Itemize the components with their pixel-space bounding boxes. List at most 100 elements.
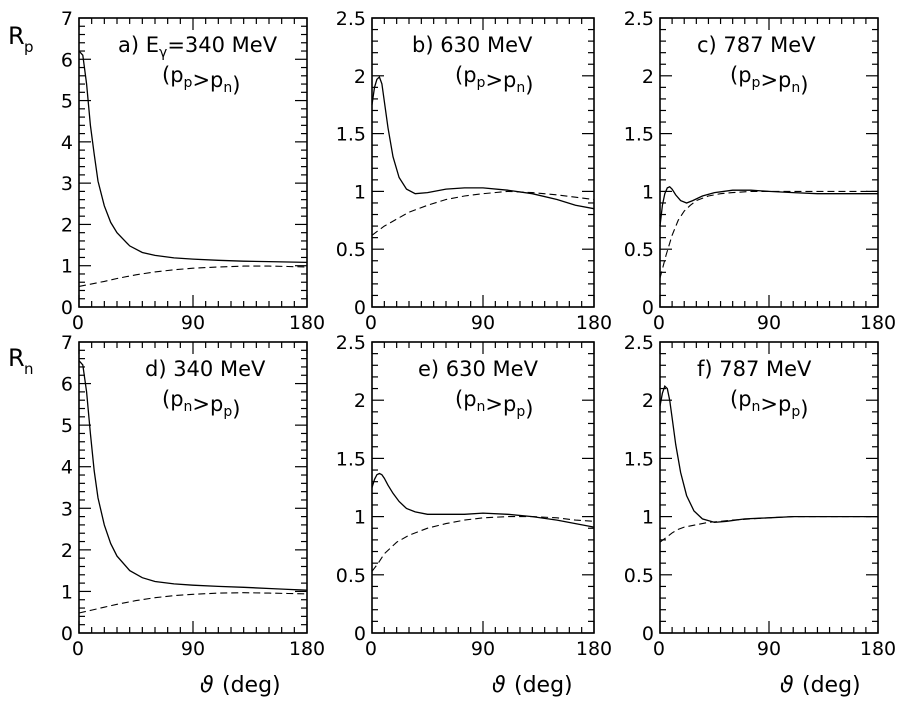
xlabel-symbol: ϑ xyxy=(492,673,506,698)
y-axis-label-rn: R n xyxy=(8,344,34,378)
panel-subtitle: (pn>pp) xyxy=(730,387,808,421)
plot-frame xyxy=(371,17,595,308)
x-tick-label: 0 xyxy=(365,312,377,334)
x-tick-label: 90 xyxy=(471,638,495,660)
x-tick-label: 0 xyxy=(365,638,377,660)
panel-f: 0 0.5 1 1.5 2 2.5 0 90 180 f) 787 MeV (pn>pp) xyxy=(624,332,896,660)
series-dashed-line xyxy=(78,592,308,614)
plot-frame xyxy=(659,17,879,308)
y-tick-label: 0 xyxy=(61,623,73,645)
x-tick-label: 0 xyxy=(653,312,665,334)
x-tick-label: 180 xyxy=(576,312,612,334)
y-tick-label: 2 xyxy=(642,390,654,412)
xlabel-unit: (deg) xyxy=(514,673,573,698)
xlabel-symbol: ϑ xyxy=(200,673,214,698)
series-solid-line xyxy=(78,50,308,264)
plot-frame xyxy=(659,341,879,634)
panel-b: 0 0.5 1 1.5 2 2.5 0 90 180 b) 630 MeV (pp>pn) xyxy=(336,8,612,334)
y-tick-label: 2 xyxy=(642,66,654,88)
y-tick-label: 4 xyxy=(61,132,73,154)
panel-subtitle: (pp>pn) xyxy=(455,63,533,97)
panel-subtitle: (pp>pn) xyxy=(162,63,240,97)
ylabel-bottom-sub: n xyxy=(24,360,34,378)
y-tick-label: 6 xyxy=(61,49,73,71)
x-tick-label: 90 xyxy=(181,312,205,334)
y-tick-label: 4 xyxy=(61,457,73,479)
xlabel-unit: (deg) xyxy=(222,673,281,698)
y-tick-label: 0 xyxy=(642,297,654,319)
panel-subtitle: (pp>pn) xyxy=(730,63,808,97)
x-tick-label: 90 xyxy=(471,312,495,334)
panel-title: a) Eγ=340 MeV xyxy=(118,33,278,61)
panel-title: f) 787 MeV xyxy=(697,357,812,381)
series-solid-line xyxy=(371,75,595,210)
series-dashed-line xyxy=(78,265,308,287)
y-tick-label: 2.5 xyxy=(336,8,366,30)
y-tick-label: 1.5 xyxy=(336,124,366,146)
y-tick-label: 7 xyxy=(61,8,73,30)
panel-e: 0 0.5 1 1.5 2 2.5 0 90 180 e) 630 MeV (pn>pp) xyxy=(336,332,612,660)
y-tick-label: 5 xyxy=(61,415,73,437)
x-axis-label-d: ϑ (deg) xyxy=(200,673,281,698)
y-tick-label: 1 xyxy=(642,181,654,203)
y-tick-label: 0.5 xyxy=(624,565,654,587)
panel-title: e) 630 MeV xyxy=(418,357,539,381)
x-tick-label: 90 xyxy=(757,312,781,334)
y-tick-label: 0.5 xyxy=(336,565,366,587)
series-solid-line xyxy=(659,186,878,227)
y-tick-label: 1.5 xyxy=(624,448,654,470)
y-tick-label: 0 xyxy=(642,623,654,645)
panel-title: b) 630 MeV xyxy=(412,33,533,57)
x-tick-label: 180 xyxy=(576,638,612,660)
x-axis-label-f: ϑ (deg) xyxy=(780,673,861,698)
y-tick-label: 1 xyxy=(61,581,73,603)
y-tick-label: 0.5 xyxy=(624,239,654,261)
x-tick-label: 90 xyxy=(181,638,205,660)
y-tick-label: 0.5 xyxy=(336,239,366,261)
ylabel-top-sub: p xyxy=(24,38,34,56)
y-tick-label: 0 xyxy=(354,623,366,645)
y-tick-label: 3 xyxy=(61,498,73,520)
series-solid-line xyxy=(78,360,308,591)
plot-frame xyxy=(78,17,308,308)
x-tick-label: 180 xyxy=(289,638,325,660)
x-tick-label: 180 xyxy=(289,312,325,334)
panel-subtitle: (pn>pp) xyxy=(162,387,240,421)
plot-frame xyxy=(78,341,308,634)
y-tick-label: 1 xyxy=(354,181,366,203)
xlabel-unit: (deg) xyxy=(802,673,861,698)
panel-a: 0 1 2 3 4 5 6 7 0 90 180 a) Eγ=340 MeV(pp>pn) xyxy=(61,8,325,334)
panel-title: c) 787 MeV xyxy=(697,33,816,57)
series-dashed-line xyxy=(371,190,595,236)
y-tick-label: 0 xyxy=(61,297,73,319)
panel-subtitle: (pn>pp) xyxy=(455,387,533,421)
y-tick-label: 1 xyxy=(354,507,366,529)
x-tick-label: 0 xyxy=(72,312,84,334)
x-axis-label-e: ϑ (deg) xyxy=(492,673,573,698)
y-tick-label: 2.5 xyxy=(336,332,366,354)
ylabel-top-main: R xyxy=(8,22,25,50)
series-dashed-line xyxy=(371,516,595,572)
y-tick-label: 2.5 xyxy=(624,332,654,354)
x-tick-label: 180 xyxy=(860,312,896,334)
y-tick-label: 2 xyxy=(61,214,73,236)
ylabel-bottom-main: R xyxy=(8,344,25,372)
y-tick-label: 6 xyxy=(61,374,73,396)
y-tick-label: 2 xyxy=(354,390,366,412)
x-tick-label: 180 xyxy=(860,638,896,660)
series-dashed-line xyxy=(659,516,878,543)
y-axis-label-rp: R p xyxy=(8,22,34,56)
y-tick-label: 1.5 xyxy=(624,124,654,146)
x-tick-label: 0 xyxy=(72,638,84,660)
x-tick-label: 0 xyxy=(653,638,665,660)
y-tick-label: 2.5 xyxy=(624,8,654,30)
xlabel-symbol: ϑ xyxy=(780,673,794,698)
y-tick-label: 1 xyxy=(642,507,654,529)
y-tick-label: 3 xyxy=(61,173,73,195)
panel-c: 0 0.5 1 1.5 2 2.5 0 90 180 c) 787 MeV (pp>pn) xyxy=(624,8,896,334)
y-tick-label: 2 xyxy=(61,540,73,562)
y-tick-label: 2 xyxy=(354,66,366,88)
panel-d: 0 1 2 3 4 5 6 7 0 90 180 d) 340 MeV (pn>pp) xyxy=(61,332,325,660)
series-solid-line xyxy=(371,472,595,528)
